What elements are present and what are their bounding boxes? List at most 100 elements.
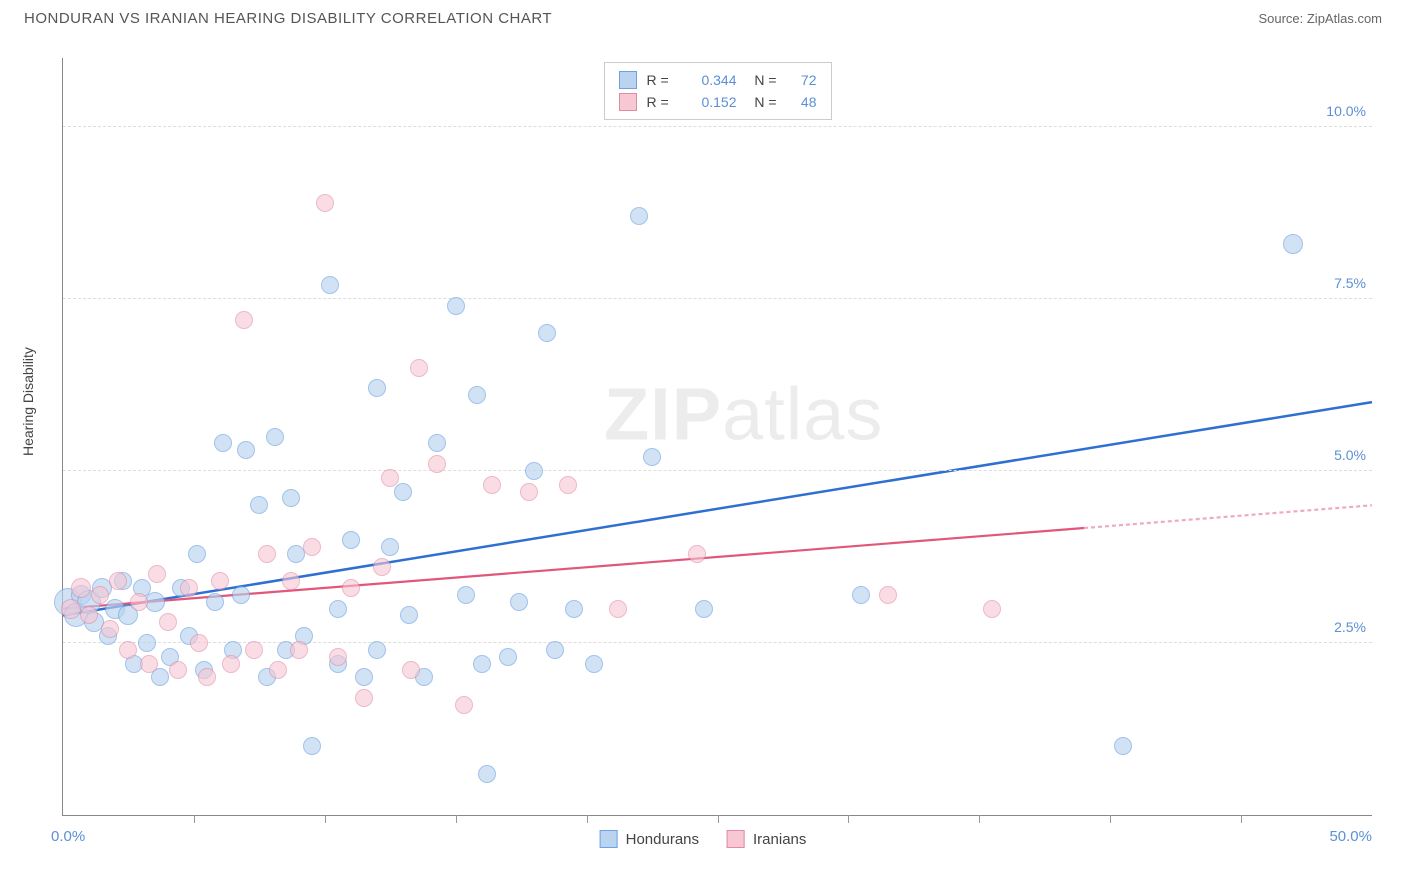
data-point — [148, 565, 166, 583]
plot-area: ZIPatlas R =0.344N =72R =0.152N =48 0.0%… — [62, 58, 1372, 816]
data-point — [198, 668, 216, 686]
data-point — [188, 545, 206, 563]
data-point — [232, 586, 250, 604]
data-point — [468, 386, 486, 404]
data-point — [520, 483, 538, 501]
data-point — [538, 324, 556, 342]
data-point — [483, 476, 501, 494]
data-point — [180, 579, 198, 597]
x-tick — [456, 815, 457, 823]
data-point — [559, 476, 577, 494]
data-point — [402, 661, 420, 679]
data-point — [342, 579, 360, 597]
legend-swatch — [619, 93, 637, 111]
legend-label: Iranians — [753, 831, 806, 848]
r-value: 0.152 — [687, 94, 737, 110]
data-point — [455, 696, 473, 714]
data-point — [138, 634, 156, 652]
x-tick — [194, 815, 195, 823]
data-point — [190, 634, 208, 652]
n-value: 48 — [787, 94, 817, 110]
data-point — [630, 207, 648, 225]
chart-title: HONDURAN VS IRANIAN HEARING DISABILITY C… — [24, 10, 552, 27]
data-point — [643, 448, 661, 466]
data-point — [303, 538, 321, 556]
data-point — [525, 462, 543, 480]
data-point — [282, 572, 300, 590]
data-point — [214, 434, 232, 452]
data-point — [879, 586, 897, 604]
data-point — [368, 379, 386, 397]
data-point — [852, 586, 870, 604]
gridline — [63, 298, 1372, 299]
data-point — [1114, 737, 1132, 755]
data-point — [428, 434, 446, 452]
data-point — [109, 572, 127, 590]
data-point — [269, 661, 287, 679]
series-legend: Hondurans Iranians — [600, 830, 807, 848]
data-point — [321, 276, 339, 294]
data-point — [206, 593, 224, 611]
source-label: Source: ZipAtlas.com — [1258, 11, 1382, 26]
data-point — [400, 606, 418, 624]
r-label: R = — [647, 72, 677, 88]
y-tick-label: 5.0% — [1334, 447, 1366, 463]
data-point — [381, 538, 399, 556]
y-tick-label: 7.5% — [1334, 275, 1366, 291]
legend-swatch — [600, 830, 618, 848]
data-point — [373, 558, 391, 576]
data-point — [169, 661, 187, 679]
data-point — [266, 428, 284, 446]
data-point — [447, 297, 465, 315]
legend-item: Hondurans — [600, 830, 699, 848]
data-point — [609, 600, 627, 618]
data-point — [688, 545, 706, 563]
legend-label: Hondurans — [626, 831, 699, 848]
correlation-legend: R =0.344N =72R =0.152N =48 — [604, 62, 832, 120]
data-point — [290, 641, 308, 659]
r-label: R = — [647, 94, 677, 110]
data-point — [130, 593, 148, 611]
data-point — [61, 599, 81, 619]
legend-row: R =0.152N =48 — [619, 91, 817, 113]
x-axis-max: 50.0% — [1329, 828, 1372, 845]
data-point — [235, 311, 253, 329]
data-point — [329, 600, 347, 618]
data-point — [478, 765, 496, 783]
data-point — [245, 641, 263, 659]
data-point — [355, 668, 373, 686]
data-point — [222, 655, 240, 673]
data-point — [695, 600, 713, 618]
data-point — [303, 737, 321, 755]
x-tick — [1110, 815, 1111, 823]
x-tick — [718, 815, 719, 823]
data-point — [80, 606, 98, 624]
y-tick-label: 10.0% — [1326, 103, 1366, 119]
x-tick — [587, 815, 588, 823]
x-tick — [1241, 815, 1242, 823]
legend-row: R =0.344N =72 — [619, 69, 817, 91]
data-point — [101, 620, 119, 638]
data-point — [342, 531, 360, 549]
data-point — [983, 600, 1001, 618]
x-tick — [325, 815, 326, 823]
chart-container: Hearing Disability ZIPatlas R =0.344N =7… — [24, 40, 1382, 872]
x-axis-min: 0.0% — [51, 828, 85, 845]
x-tick — [848, 815, 849, 823]
data-point — [119, 641, 137, 659]
data-point — [211, 572, 229, 590]
data-point — [1283, 234, 1303, 254]
data-point — [394, 483, 412, 501]
data-point — [329, 648, 347, 666]
data-point — [410, 359, 428, 377]
y-tick-label: 2.5% — [1334, 619, 1366, 635]
n-value: 72 — [787, 72, 817, 88]
watermark: ZIPatlas — [604, 371, 883, 456]
n-label: N = — [747, 72, 777, 88]
data-point — [355, 689, 373, 707]
data-point — [140, 655, 158, 673]
data-point — [316, 194, 334, 212]
legend-item: Iranians — [727, 830, 806, 848]
legend-swatch — [727, 830, 745, 848]
data-point — [282, 489, 300, 507]
